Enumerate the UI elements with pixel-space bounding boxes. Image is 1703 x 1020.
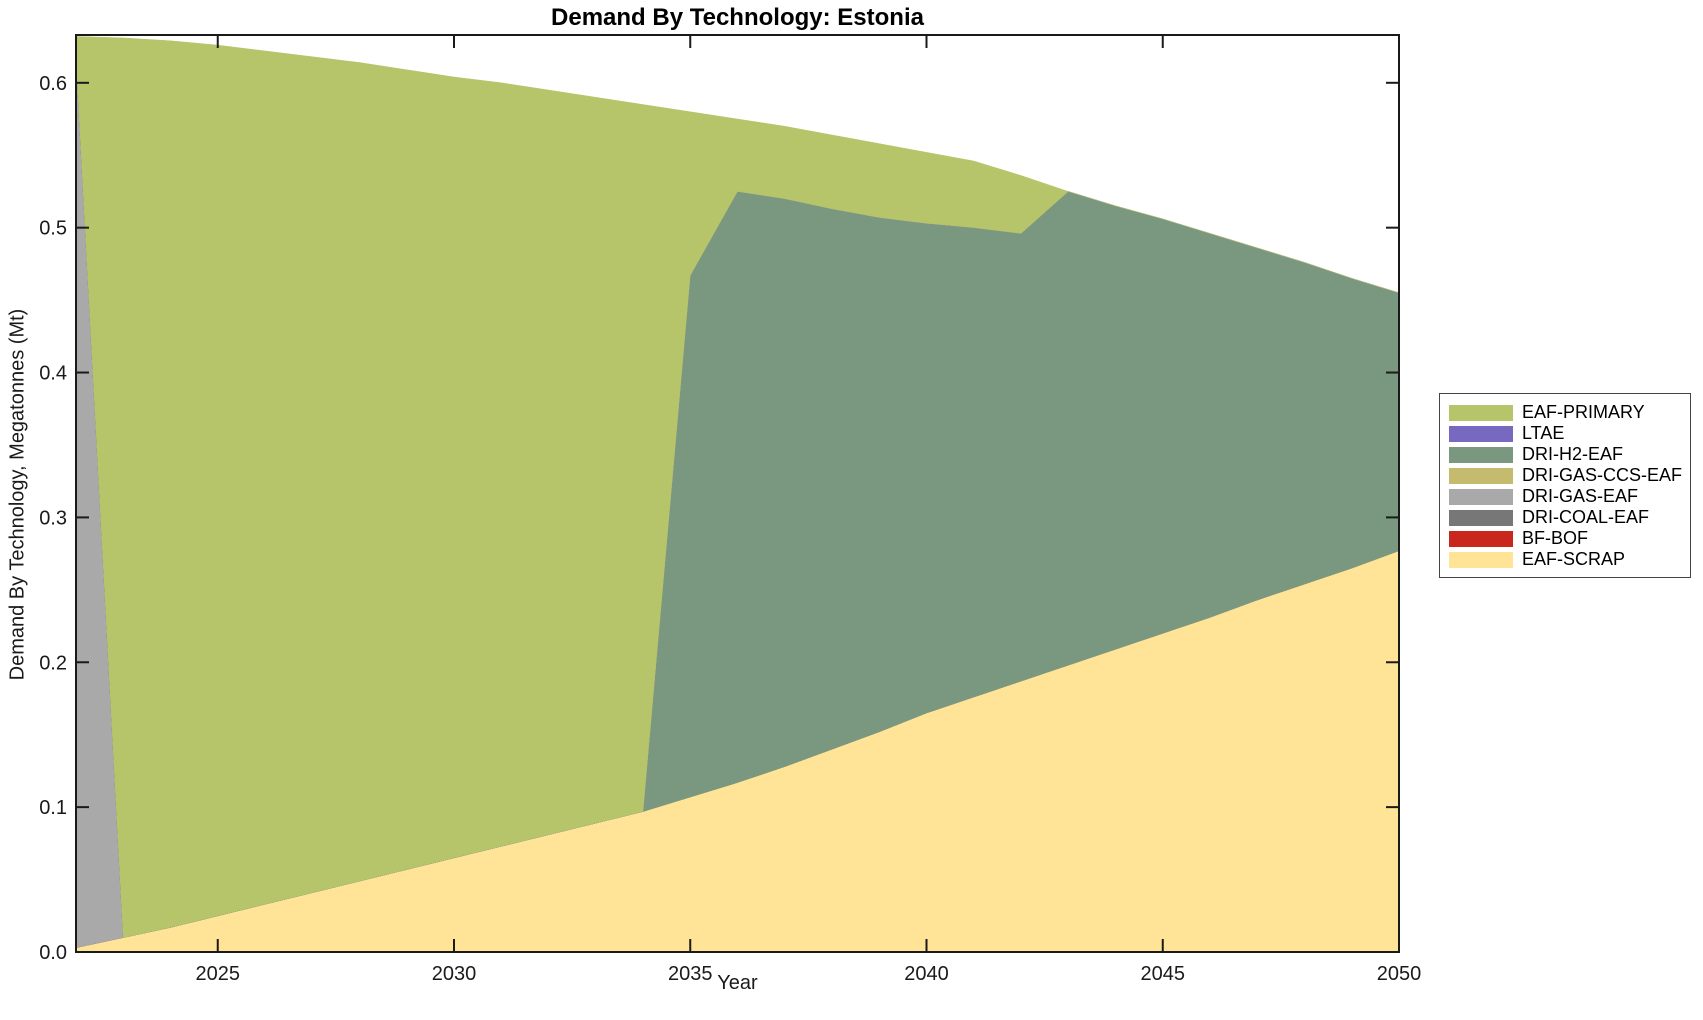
x-tick-label: 2040 [904,963,949,985]
legend-label: LTAE [1522,423,1565,443]
legend-item-bf-bof: BF-BOF [1449,528,1680,549]
legend-swatch-bf-bof [1449,530,1513,547]
y-tick-label: 0.1 [39,797,67,819]
y-axis-label: Demand By Technology, Megatonnes (Mt) [6,308,29,681]
legend-swatch-dri-coal-eaf [1449,509,1513,526]
legend-swatch-eaf-primary [1449,404,1513,421]
legend-item-dri-coal-eaf: DRI-COAL-EAF [1449,507,1680,528]
legend-label: DRI-GAS-CCS-EAF [1522,465,1683,485]
legend-item-dri-gas-eaf: DRI-GAS-EAF [1449,486,1680,507]
legend-swatch-dri-gas-ccs-eaf [1449,467,1513,484]
legend-item-eaf-primary: EAF-PRIMARY [1449,402,1680,423]
legend-label: DRI-GAS-EAF [1522,486,1639,506]
plot-border [75,34,1400,953]
legend-label: DRI-H2-EAF [1522,444,1624,464]
y-tick-label: 0.0 [39,942,67,964]
x-tick-label: 2025 [196,963,241,985]
x-tick-label: 2030 [432,963,477,985]
legend-swatch-ltae [1449,425,1513,442]
legend-item-ltae: LTAE [1449,423,1680,444]
legend-item-dri-gas-ccs-eaf: DRI-GAS-CCS-EAF [1449,465,1683,486]
legend-label: EAF-SCRAP [1522,549,1626,569]
legend-label: EAF-PRIMARY [1522,402,1645,422]
legend-label: DRI-COAL-EAF [1522,507,1650,527]
legend-item-eaf-scrap: EAF-SCRAP [1449,549,1680,570]
x-tick-label: 2035 [668,963,713,985]
legend-label: BF-BOF [1522,528,1588,548]
y-tick-label: 0.6 [39,73,67,95]
x-axis-label: Year [717,972,758,994]
y-tick-label: 0.2 [39,652,67,674]
legend-swatch-eaf-scrap [1449,551,1513,568]
legend-swatch-dri-gas-eaf [1449,488,1513,505]
x-tick-label: 2050 [1377,963,1422,985]
x-tick-label: 2045 [1141,963,1186,985]
legend-box: EAF-PRIMARY LTAE DRI-H2-EAF DRI-GAS-CCS-EAF… [1439,393,1691,578]
y-tick-label: 0.5 [39,218,67,240]
y-tick-label: 0.3 [39,507,67,529]
y-tick-label: 0.4 [39,363,67,385]
area-eaf-primary [75,36,1400,938]
legend-item-dri-h2-eaf: DRI-H2-EAF [1449,444,1680,465]
chart-title: Demand By Technology: Estonia [551,4,924,31]
legend-swatch-dri-h2-eaf [1449,446,1513,463]
